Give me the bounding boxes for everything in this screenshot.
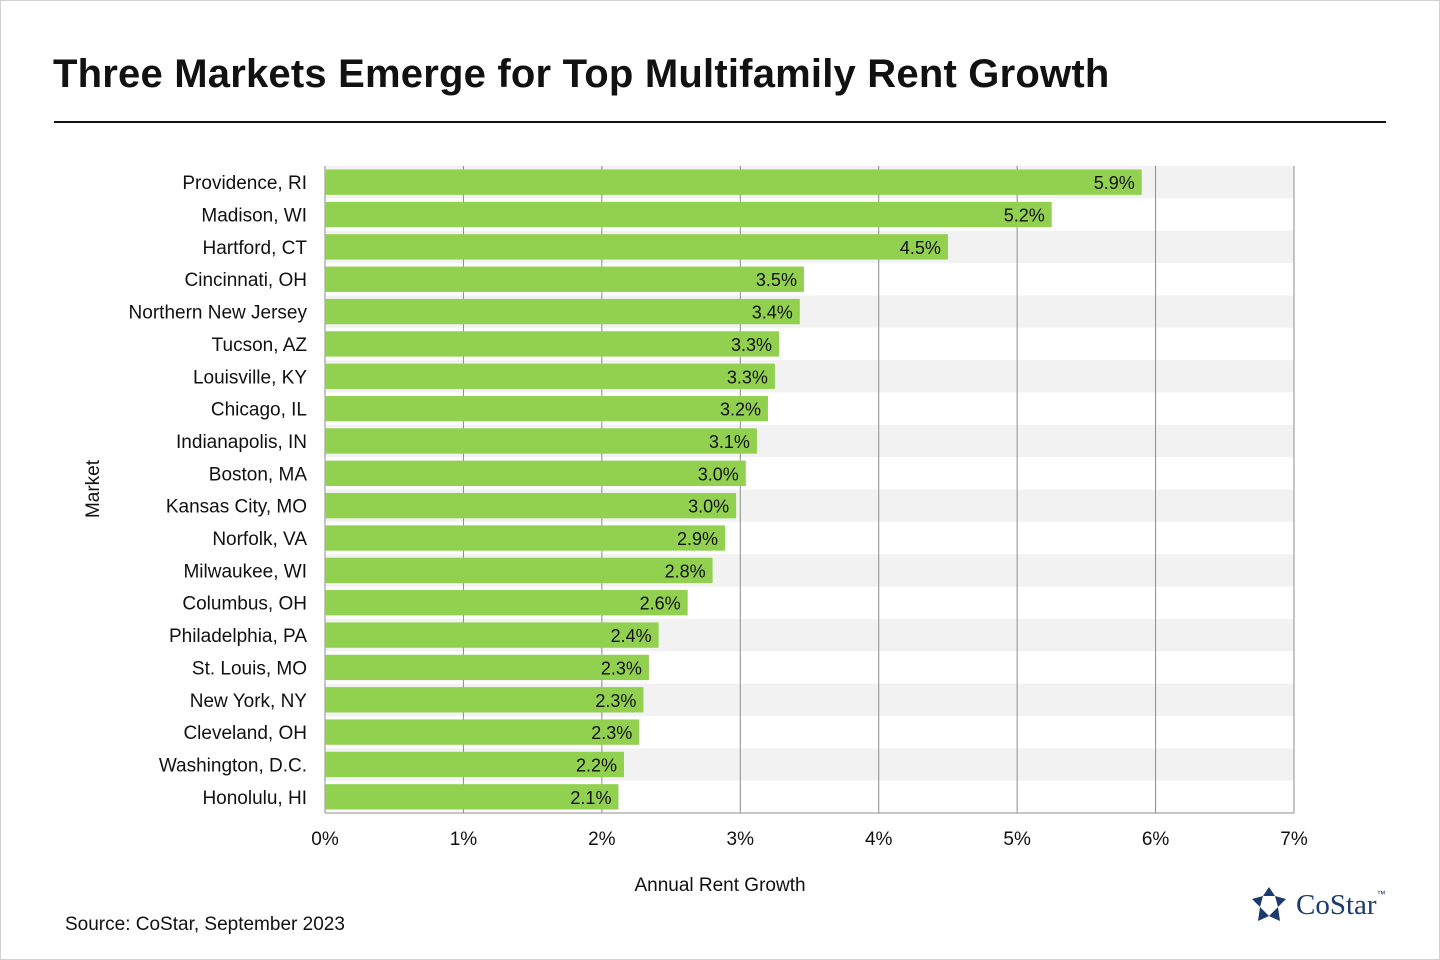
data-label: 2.2%: [576, 755, 617, 775]
x-tick-label: 2%: [588, 829, 616, 850]
bar: [325, 784, 619, 810]
bar: [325, 169, 1142, 195]
x-axis-title: Annual Rent Growth: [634, 875, 805, 896]
bar: [325, 622, 659, 648]
category-label: Milwaukee, WI: [183, 561, 307, 582]
trademark-mark: ™: [1376, 888, 1386, 899]
bar: [325, 590, 688, 616]
bar: [325, 557, 713, 584]
data-label: 5.2%: [1004, 206, 1045, 226]
category-label: Boston, MA: [209, 464, 308, 485]
logo-name: CoStar: [1296, 888, 1377, 921]
category-label: Cincinnati, OH: [185, 270, 308, 291]
data-label: 3.4%: [752, 303, 793, 323]
category-label: Honolulu, HI: [202, 788, 307, 809]
data-label: 2.3%: [591, 723, 632, 743]
category-label: New York, NY: [190, 691, 308, 712]
bar: [325, 201, 1052, 228]
bar: [325, 687, 644, 713]
source-note: Source: CoStar, September 2023: [65, 914, 345, 935]
bar: [325, 428, 757, 454]
bar: [325, 298, 800, 325]
category-label: Madison, WI: [201, 206, 307, 227]
data-label: 3.3%: [731, 335, 772, 355]
data-label: 3.0%: [688, 497, 729, 517]
category-label: Chicago, IL: [211, 400, 307, 421]
x-tick-label: 0%: [311, 829, 339, 850]
category-label: Tucson, AZ: [212, 335, 308, 356]
bar: [325, 331, 780, 357]
category-label: St. Louis, MO: [192, 658, 307, 679]
x-tick-label: 1%: [450, 829, 478, 850]
data-label: 3.2%: [720, 400, 761, 420]
bar: [325, 493, 737, 519]
chart-title: Three Markets Emerge for Top Multifamily…: [53, 52, 1110, 96]
data-label: 3.1%: [709, 432, 750, 452]
data-label: 3.0%: [698, 464, 739, 484]
data-label: 5.9%: [1094, 173, 1135, 193]
category-label: Philadelphia, PA: [169, 626, 307, 647]
x-tick-label: 3%: [727, 829, 755, 850]
category-label: Louisville, KY: [193, 367, 307, 388]
category-label: Kansas City, MO: [166, 497, 307, 518]
bar: [325, 266, 804, 292]
x-tick-label: 5%: [1003, 829, 1031, 850]
y-axis-title: Market: [83, 459, 104, 518]
bar: [325, 751, 625, 778]
bar: [325, 460, 746, 486]
category-label: Norfolk, VA: [212, 529, 307, 550]
category-label: Washington, D.C.: [159, 755, 307, 776]
category-label: Providence, RI: [182, 173, 307, 194]
data-label: 2.3%: [595, 691, 636, 711]
x-tick-label: 7%: [1280, 829, 1308, 850]
category-label: Northern New Jersey: [129, 303, 308, 324]
data-label: 2.3%: [601, 658, 642, 678]
data-label: 2.8%: [665, 561, 706, 581]
costar-star-icon: [1252, 887, 1286, 921]
bar: [325, 363, 775, 389]
category-label: Columbus, OH: [182, 594, 307, 615]
data-label: 4.5%: [900, 238, 941, 258]
category-label: Indianapolis, IN: [176, 432, 307, 453]
logo-wordmark: CoStar™: [1296, 889, 1386, 922]
x-tick-label: 4%: [865, 829, 893, 850]
data-label: 3.3%: [727, 367, 768, 387]
data-label: 2.1%: [570, 788, 611, 808]
title-divider: [54, 121, 1386, 123]
bar: [325, 654, 649, 681]
bar: [325, 395, 768, 422]
data-label: 2.4%: [611, 626, 652, 646]
bar: [325, 719, 640, 745]
costar-logo: CoStar™: [1250, 886, 1386, 924]
x-tick-label: 6%: [1142, 829, 1170, 850]
data-label: 2.6%: [640, 594, 681, 614]
bar: [325, 525, 726, 551]
bar: [325, 234, 948, 260]
data-label: 3.5%: [756, 270, 797, 290]
category-label: Hartford, CT: [202, 238, 307, 259]
data-label: 2.9%: [677, 529, 718, 549]
category-label: Cleveland, OH: [183, 723, 307, 744]
